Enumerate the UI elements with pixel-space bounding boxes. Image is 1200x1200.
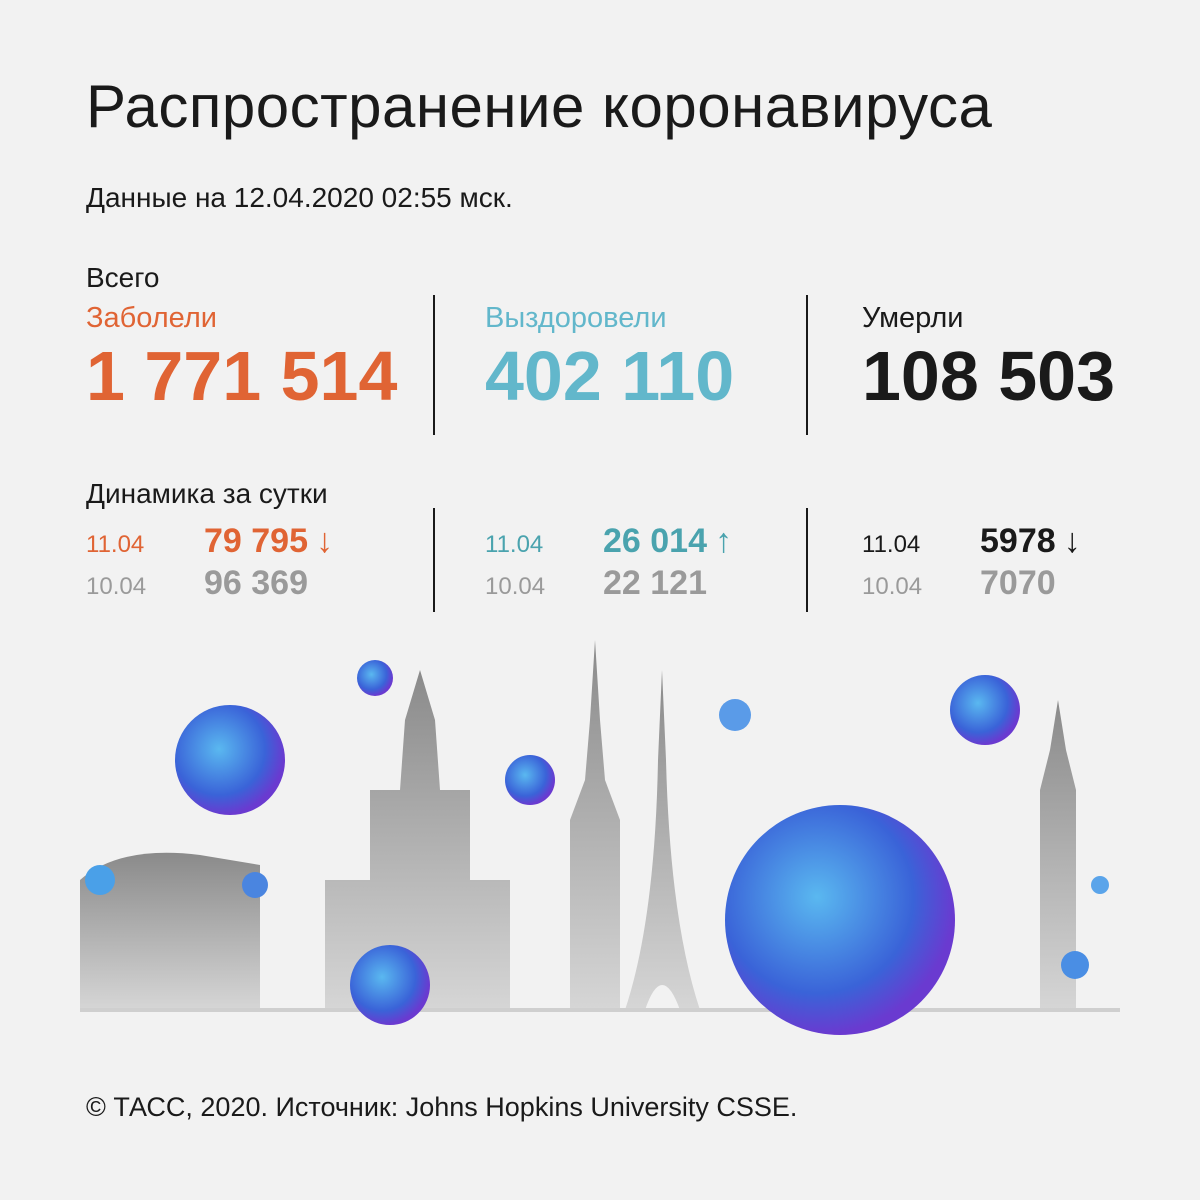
daily-value: 7070	[980, 564, 1056, 602]
daily-value: 96 369	[204, 564, 308, 602]
date: 10.04	[86, 573, 147, 600]
totals-heading: Всего	[86, 262, 160, 293]
page-title: Распространение коронавируса	[86, 73, 993, 140]
data-timestamp: Данные на 12.04.2020 02:55 мск.	[86, 182, 513, 213]
divider	[433, 295, 435, 435]
arrow-down-icon: ↓	[1063, 522, 1081, 560]
daily-value: 79 795	[204, 522, 308, 560]
daily-value: 5978	[980, 522, 1056, 560]
deaths-value: 108 503	[862, 337, 1116, 415]
eiffel-tower-icon	[625, 670, 700, 1010]
big-ben-icon	[1040, 700, 1076, 1010]
cases-daily: 11.04 79 795 ↓ 10.04 96 369	[86, 522, 333, 606]
deaths-label: Умерли	[862, 302, 964, 334]
date: 11.04	[86, 531, 145, 558]
cases-total: Заболели 1 771 514	[86, 302, 397, 411]
date: 11.04	[862, 531, 921, 558]
cases-label: Заболели	[86, 302, 217, 334]
daily-value: 26 014	[603, 522, 707, 560]
deaths-total: Умерли 108 503	[862, 302, 1115, 411]
source-footer: © ТАСС, 2020. Источник: Johns Hopkins Un…	[86, 1092, 798, 1122]
colosseum-icon	[80, 852, 260, 1010]
virus-icon	[85, 660, 1109, 1035]
arrow-up-icon: ↑	[715, 522, 732, 560]
date: 10.04	[862, 573, 923, 600]
recovered-total: Выздоровели 402 110	[485, 302, 734, 411]
moscow-tower-icon	[325, 670, 510, 1010]
daily-value: 22 121	[603, 564, 707, 602]
recovered-daily: 11.04 26 014 ↑ 10.04 22 121	[485, 522, 732, 606]
recovered-label: Выздоровели	[485, 302, 667, 334]
daily-heading: Динамика за сутки	[86, 478, 328, 509]
empire-state-icon	[570, 640, 620, 1010]
arrow-down-icon: ↓	[316, 522, 333, 560]
recovered-value: 402 110	[485, 337, 735, 415]
deaths-daily: 11.04 5978 ↓ 10.04 7070	[862, 522, 1081, 606]
date: 10.04	[485, 573, 546, 600]
skyline-virus-illustration	[80, 640, 1120, 1035]
divider	[433, 508, 435, 612]
divider	[806, 295, 808, 435]
divider	[806, 508, 808, 612]
cases-value: 1 771 514	[86, 337, 398, 415]
date: 11.04	[485, 531, 544, 558]
